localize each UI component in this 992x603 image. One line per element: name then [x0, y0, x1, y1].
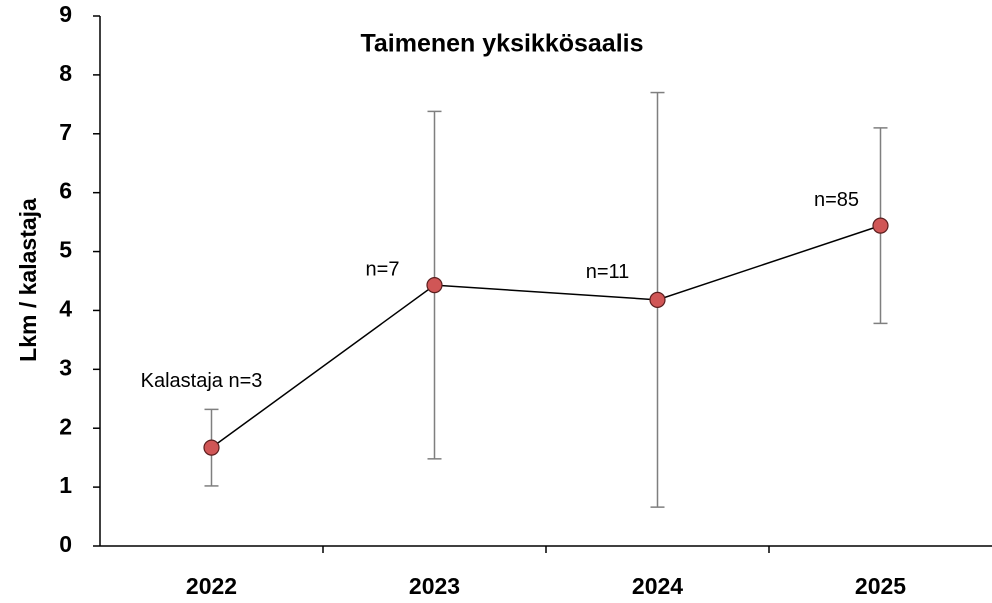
point: [426, 277, 443, 294]
x-tick-label: 2023: [409, 573, 460, 599]
y-tick-label: 6: [59, 178, 72, 204]
annotation: n=7: [366, 258, 400, 280]
y-tick-label: 4: [59, 296, 72, 322]
y-tick-label: 9: [59, 1, 72, 27]
x-tick-label: 2022: [186, 573, 237, 599]
annotation: Kalastaja n=3: [141, 370, 263, 392]
x-tick-label: 2024: [632, 573, 683, 599]
y-tick-label: 5: [59, 237, 72, 263]
y-axis-label: Lkm / kalastaja: [15, 198, 41, 362]
y-tick-label: 0: [59, 531, 72, 557]
x-tick-label: 2025: [855, 573, 906, 599]
y-tick-label: 8: [59, 60, 72, 86]
y-tick-label: 7: [59, 119, 72, 145]
point: [872, 217, 889, 234]
y-tick-label: 2: [59, 413, 72, 439]
point: [203, 439, 220, 456]
series-line: [211, 224, 881, 449]
annotation: n=11: [586, 261, 630, 283]
chart-title: Taimenen yksikkösaalis: [360, 30, 643, 58]
y-tick-label: 3: [59, 354, 72, 380]
y-tick-label: 1: [59, 472, 72, 498]
point: [649, 291, 666, 308]
annotation: n=85: [814, 189, 859, 211]
